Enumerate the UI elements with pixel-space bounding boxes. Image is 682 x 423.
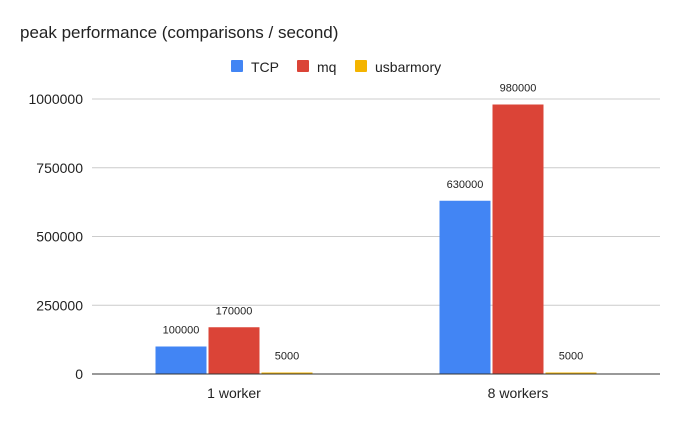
x-axis-category-labels: 1 worker 8 workers xyxy=(207,385,548,401)
x-category-label: 1 worker xyxy=(207,385,261,401)
bars xyxy=(155,104,597,374)
data-label-tcp-1: 100000 xyxy=(163,325,200,337)
legend-label-mq: mq xyxy=(317,59,336,75)
x-category-label: 8 workers xyxy=(488,385,549,401)
legend-swatch-tcp xyxy=(231,60,243,72)
data-label-usbarmory-1: 5000 xyxy=(275,351,299,363)
gridlines xyxy=(92,98,660,306)
legend-label-usbarmory: usbarmory xyxy=(375,59,441,75)
data-label-mq-2: 980000 xyxy=(500,83,537,95)
data-label-usbarmory-2: 5000 xyxy=(559,351,583,363)
legend: TCP mq usbarmory xyxy=(231,59,441,75)
y-tick-label: 250000 xyxy=(36,297,83,313)
bar-usbarmory-2 xyxy=(545,372,597,374)
legend-label-tcp: TCP xyxy=(251,59,279,75)
data-label-mq-1: 170000 xyxy=(216,305,253,317)
legend-swatch-mq xyxy=(297,60,309,72)
bar-mq-2 xyxy=(492,104,544,374)
data-label-tcp-2: 630000 xyxy=(447,179,484,191)
y-tick-label: 0 xyxy=(75,366,83,382)
chart-title: peak performance (comparisons / second) xyxy=(20,23,338,42)
y-tick-label: 500000 xyxy=(36,229,83,245)
data-labels: 100000 170000 5000 630000 980000 5000 xyxy=(163,83,584,363)
bar-tcp-1 xyxy=(155,346,207,374)
y-axis-tick-labels: 0 250000 500000 750000 1000000 xyxy=(28,91,83,382)
bar-usbarmory-1 xyxy=(261,372,313,374)
y-tick-label: 1000000 xyxy=(28,91,83,107)
bar-mq-1 xyxy=(208,327,260,374)
bar-tcp-2 xyxy=(439,200,491,374)
y-tick-label: 750000 xyxy=(36,160,83,176)
legend-swatch-usbarmory xyxy=(355,60,367,72)
